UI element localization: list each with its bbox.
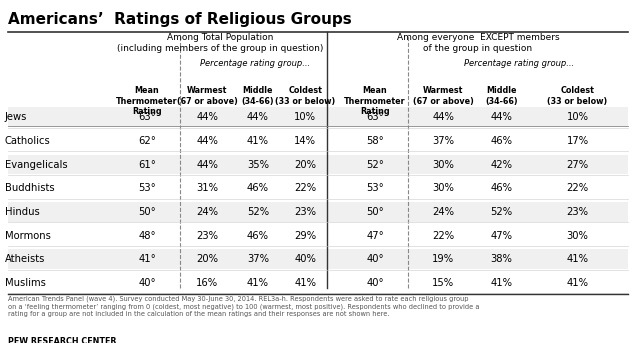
Text: 44%: 44% bbox=[247, 112, 269, 122]
Text: Warmest
(67 or above): Warmest (67 or above) bbox=[413, 86, 473, 106]
Text: 23%: 23% bbox=[294, 207, 316, 217]
Text: Americans’  Ratings of Religious Groups: Americans’ Ratings of Religious Groups bbox=[8, 12, 352, 27]
Text: 44%: 44% bbox=[197, 112, 218, 122]
Text: 17%: 17% bbox=[567, 136, 589, 146]
Text: 41%: 41% bbox=[567, 254, 589, 264]
Text: PEW RESEARCH CENTER: PEW RESEARCH CENTER bbox=[8, 337, 116, 343]
Text: 30%: 30% bbox=[432, 183, 454, 193]
Text: Evangelicals: Evangelicals bbox=[4, 159, 67, 169]
Text: Catholics: Catholics bbox=[4, 136, 50, 146]
FancyBboxPatch shape bbox=[8, 107, 628, 127]
Text: Mean
Thermometer
Rating: Mean Thermometer Rating bbox=[344, 86, 406, 116]
Text: Among Total Population
(including members of the group in question): Among Total Population (including member… bbox=[116, 33, 323, 52]
Text: 30%: 30% bbox=[567, 230, 588, 240]
Text: 47°: 47° bbox=[366, 230, 384, 240]
Text: 20%: 20% bbox=[294, 159, 316, 169]
Text: 10%: 10% bbox=[567, 112, 589, 122]
Text: 35%: 35% bbox=[247, 159, 269, 169]
Text: 22%: 22% bbox=[432, 230, 454, 240]
Text: 40°: 40° bbox=[366, 278, 384, 288]
Text: Hindus: Hindus bbox=[4, 207, 39, 217]
Text: 31%: 31% bbox=[196, 183, 218, 193]
Text: 47%: 47% bbox=[490, 230, 513, 240]
Text: 50°: 50° bbox=[366, 207, 384, 217]
FancyBboxPatch shape bbox=[8, 273, 628, 293]
Text: 63°: 63° bbox=[138, 112, 156, 122]
Text: 44%: 44% bbox=[197, 159, 218, 169]
Text: 30%: 30% bbox=[432, 159, 454, 169]
Text: 41°: 41° bbox=[138, 254, 156, 264]
Text: 42%: 42% bbox=[490, 159, 513, 169]
Text: 22%: 22% bbox=[294, 183, 316, 193]
Text: 41%: 41% bbox=[294, 278, 316, 288]
Text: 52%: 52% bbox=[490, 207, 513, 217]
Text: 24%: 24% bbox=[196, 207, 218, 217]
Text: Atheists: Atheists bbox=[4, 254, 45, 264]
Text: 58°: 58° bbox=[366, 136, 384, 146]
Text: 41%: 41% bbox=[247, 278, 269, 288]
Text: 46%: 46% bbox=[247, 230, 269, 240]
Text: 52°: 52° bbox=[366, 159, 384, 169]
Text: 41%: 41% bbox=[567, 278, 589, 288]
Text: 63°: 63° bbox=[366, 112, 384, 122]
FancyBboxPatch shape bbox=[8, 202, 628, 222]
Text: 24%: 24% bbox=[432, 207, 454, 217]
Text: 20%: 20% bbox=[196, 254, 218, 264]
FancyBboxPatch shape bbox=[8, 131, 628, 151]
Text: 19%: 19% bbox=[432, 254, 454, 264]
Text: 40°: 40° bbox=[138, 278, 156, 288]
Text: 40°: 40° bbox=[366, 254, 384, 264]
Text: 52%: 52% bbox=[247, 207, 269, 217]
Text: Middle
(34-66): Middle (34-66) bbox=[242, 86, 274, 106]
Text: 37%: 37% bbox=[247, 254, 269, 264]
Text: 23%: 23% bbox=[567, 207, 589, 217]
FancyBboxPatch shape bbox=[8, 226, 628, 246]
Text: Mean
Thermometer
Rating: Mean Thermometer Rating bbox=[116, 86, 178, 116]
Text: 15%: 15% bbox=[432, 278, 454, 288]
Text: 22%: 22% bbox=[567, 183, 589, 193]
Text: 44%: 44% bbox=[197, 136, 218, 146]
Text: 41%: 41% bbox=[247, 136, 269, 146]
Text: Among everyone  EXCEPT members
of the group in question: Among everyone EXCEPT members of the gro… bbox=[397, 33, 559, 52]
Text: 14%: 14% bbox=[294, 136, 316, 146]
Text: 46%: 46% bbox=[490, 183, 513, 193]
Text: 62°: 62° bbox=[138, 136, 156, 146]
Text: 37%: 37% bbox=[432, 136, 454, 146]
Text: Percentage rating group...: Percentage rating group... bbox=[200, 59, 310, 68]
Text: 48°: 48° bbox=[138, 230, 156, 240]
FancyBboxPatch shape bbox=[8, 249, 628, 269]
Text: Coldest
(33 or below): Coldest (33 or below) bbox=[548, 86, 608, 106]
Text: 40%: 40% bbox=[294, 254, 316, 264]
Text: Middle
(34-66): Middle (34-66) bbox=[485, 86, 518, 106]
Text: 53°: 53° bbox=[138, 183, 156, 193]
FancyBboxPatch shape bbox=[8, 155, 628, 175]
Text: 44%: 44% bbox=[432, 112, 454, 122]
Text: Coldest
(33 or below): Coldest (33 or below) bbox=[275, 86, 335, 106]
Text: 29%: 29% bbox=[294, 230, 316, 240]
Text: 27%: 27% bbox=[567, 159, 589, 169]
FancyBboxPatch shape bbox=[8, 178, 628, 198]
Text: 41%: 41% bbox=[490, 278, 513, 288]
Text: 53°: 53° bbox=[366, 183, 384, 193]
Text: 46%: 46% bbox=[247, 183, 269, 193]
Text: Buddhists: Buddhists bbox=[4, 183, 54, 193]
Text: 50°: 50° bbox=[138, 207, 156, 217]
Text: Muslims: Muslims bbox=[4, 278, 45, 288]
Text: Jews: Jews bbox=[4, 112, 27, 122]
Text: 10%: 10% bbox=[294, 112, 316, 122]
Text: 61°: 61° bbox=[138, 159, 156, 169]
Text: Mormons: Mormons bbox=[4, 230, 50, 240]
Text: Percentage rating group...: Percentage rating group... bbox=[464, 59, 574, 68]
Text: 23%: 23% bbox=[196, 230, 218, 240]
Text: American Trends Panel (wave 4). Survey conducted May 30-June 30, 2014. REL3a-h. : American Trends Panel (wave 4). Survey c… bbox=[8, 296, 479, 317]
Text: 44%: 44% bbox=[491, 112, 513, 122]
Text: Warmest
(67 or above): Warmest (67 or above) bbox=[177, 86, 238, 106]
Text: 16%: 16% bbox=[196, 278, 218, 288]
Text: 38%: 38% bbox=[491, 254, 513, 264]
Text: 46%: 46% bbox=[490, 136, 513, 146]
